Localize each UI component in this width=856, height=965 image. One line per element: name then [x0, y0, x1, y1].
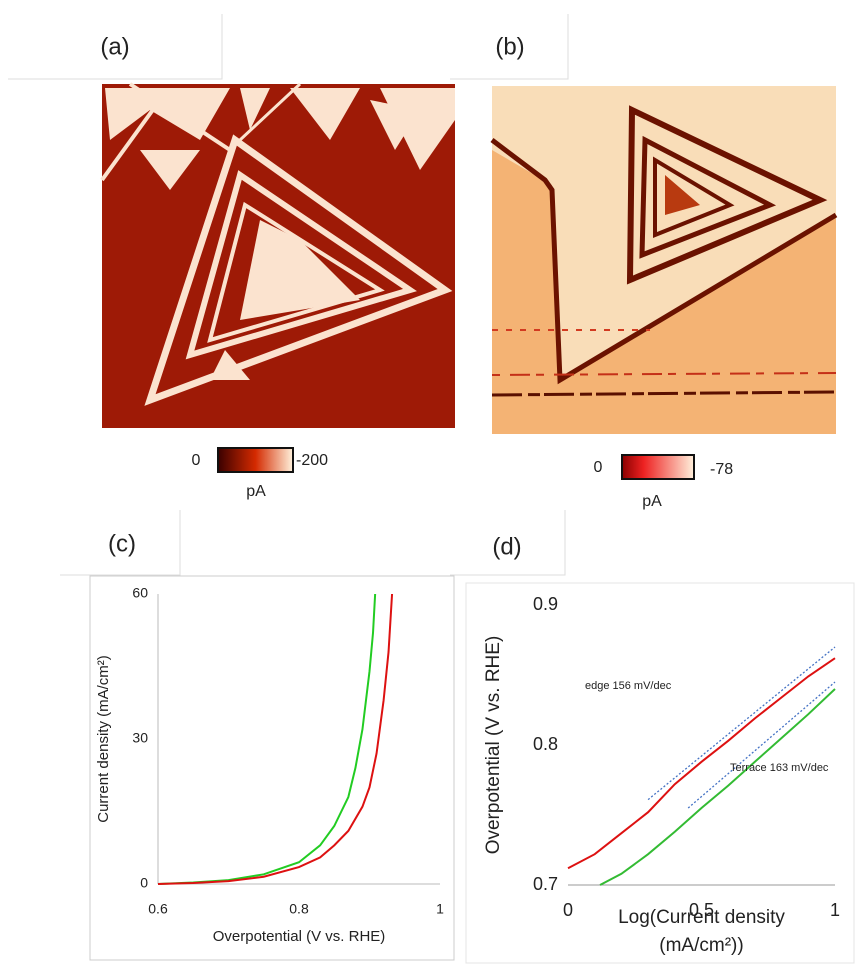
data-line	[158, 594, 392, 884]
y-tick-label: 0	[140, 875, 148, 891]
figure: (a) (b) (c) (d) 0 -200 pA 0 -78	[0, 0, 856, 965]
y-tick-label: 0.9	[533, 594, 558, 614]
annotation: Terrace 163 mV/dec	[730, 762, 829, 774]
y-tick-label: 30	[132, 730, 148, 746]
colorbar-label: pA	[246, 483, 266, 500]
data-line	[648, 647, 835, 800]
x-tick-label: 1	[436, 901, 444, 917]
colorbar-tick: 0	[192, 452, 201, 469]
map-b	[492, 86, 836, 434]
colorbar	[218, 448, 293, 472]
y-axis-title: Current density (mA/cm²)	[95, 655, 112, 823]
chart-frame	[90, 576, 454, 960]
x-tick-label: 0	[563, 900, 573, 920]
data-line	[158, 594, 375, 884]
colorbar-label: pA	[642, 493, 662, 510]
panel-label: (c)	[108, 530, 136, 557]
colorbar-tick: 0	[594, 459, 603, 476]
panel-label: (d)	[492, 533, 521, 560]
annotation: edge 156 mV/dec	[585, 680, 672, 692]
x-tick-label: 0.8	[289, 901, 309, 917]
map-a	[102, 84, 455, 428]
colorbar	[622, 455, 694, 479]
x-tick-label: 1	[830, 900, 840, 920]
data-line	[600, 689, 835, 885]
y-axis-title: Overpotential (V vs. RHE)	[483, 636, 504, 855]
y-tick-label: 60	[132, 585, 148, 601]
x-axis-title: Log(Current density	[618, 907, 785, 928]
x-axis-title: Overpotential (V vs. RHE)	[213, 928, 386, 945]
panel-label: (b)	[495, 33, 524, 60]
colorbar-tick: -200	[296, 452, 328, 469]
x-tick-label: 0.6	[148, 901, 168, 917]
x-axis-title: (mA/cm²))	[659, 935, 743, 956]
panel-label: (a)	[100, 33, 129, 60]
y-tick-label: 0.7	[533, 874, 558, 894]
page: {"panel_labels": ["(a)", "(b)", "(c)", "…	[0, 0, 856, 965]
data-line	[688, 682, 835, 808]
y-tick-label: 0.8	[533, 734, 558, 754]
colorbar-tick: -78	[710, 461, 733, 478]
